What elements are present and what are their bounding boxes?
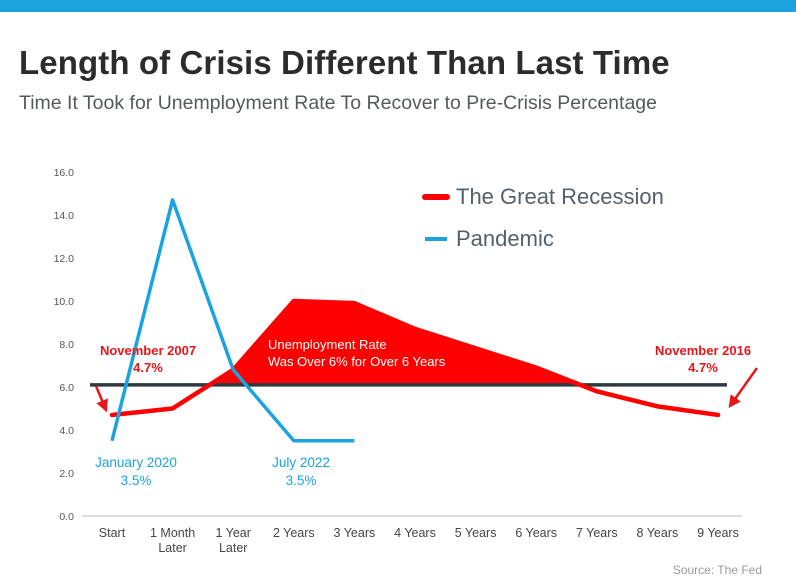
annotation-jan2020-title: January 2020	[95, 455, 177, 470]
x-tick-label: 1 Year	[215, 526, 250, 540]
y-axis: 0.0 2.0 4.0 6.0 8.0 10.0 12.0 14.0 16.0	[54, 167, 75, 523]
legend-label-great-recession: The Great Recession	[456, 184, 664, 209]
x-tick-label: 1 Month	[150, 526, 195, 540]
y-tick-label: 14.0	[54, 210, 75, 222]
above-threshold-area	[209, 301, 581, 385]
arrow-nov2007	[94, 385, 108, 413]
chart-subtitle: Time It Took for Unemployment Rate To Re…	[19, 92, 657, 114]
x-tick-label: 5 Years	[455, 526, 497, 540]
x-tick-label: 2 Years	[273, 526, 315, 540]
top-accent-bar	[0, 0, 796, 12]
area-label-line2: Was Over 6% for Over 6 Years	[268, 354, 446, 369]
y-tick-label: 4.0	[59, 425, 74, 437]
y-tick-label: 8.0	[59, 339, 74, 351]
annotation-jul2022-value: 3.5%	[286, 473, 317, 488]
annotation-nov2016-title: November 2016	[655, 343, 751, 358]
annotation-nov2007-value: 4.7%	[133, 360, 163, 375]
annotation-nov2016-value: 4.7%	[688, 360, 718, 375]
chart-title: Length of Crisis Different Than Last Tim…	[19, 44, 670, 81]
y-tick-label: 6.0	[59, 382, 74, 394]
y-tick-label: 0.0	[59, 511, 74, 523]
arrow-nov2016	[728, 367, 759, 409]
x-tick-label: 9 Years	[697, 526, 739, 540]
x-tick-label: 6 Years	[515, 526, 557, 540]
y-tick-label: 16.0	[54, 167, 75, 179]
x-tick-label: 4 Years	[394, 526, 436, 540]
x-tick-label: 7 Years	[576, 526, 618, 540]
x-tick-label: Later	[219, 541, 248, 555]
x-tick-label: 3 Years	[334, 526, 376, 540]
legend: The Great Recession Pandemic	[422, 184, 664, 251]
annotation-jan2020-value: 3.5%	[121, 473, 152, 488]
x-tick-label: 8 Years	[637, 526, 679, 540]
annotation-nov2007-title: November 2007	[100, 343, 196, 358]
x-tick-label: Later	[158, 541, 187, 555]
y-tick-label: 12.0	[54, 253, 75, 265]
legend-label-pandemic: Pandemic	[456, 226, 554, 251]
annotation-jul2022-title: July 2022	[272, 455, 330, 470]
y-tick-label: 10.0	[54, 296, 75, 308]
area-label-line1: Unemployment Rate	[268, 337, 387, 352]
y-tick-label: 2.0	[59, 468, 74, 480]
annotations: November 2007 4.7% November 2016 4.7% Januar…	[94, 337, 759, 488]
x-tick-label: Start	[99, 526, 126, 540]
source-note: Source: The Fed	[672, 563, 762, 577]
